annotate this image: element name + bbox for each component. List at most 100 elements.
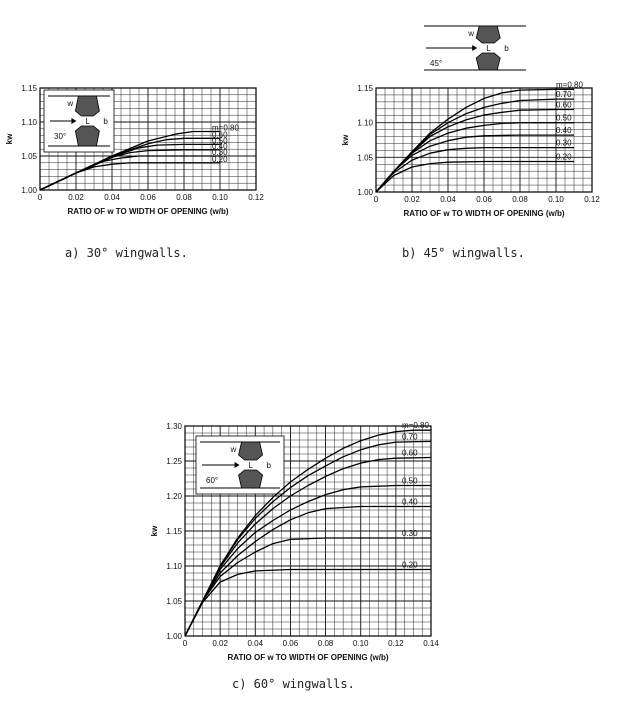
chart-c-series-label: 0.40	[402, 498, 418, 507]
chart-b-plot: 0 0.02 0.04 0.06 0.08 0.10 0.12 1.00 1.05 1.10 1.1…	[341, 20, 600, 218]
chart-panel-a: 0 0.02 0.04 0.06 0.08 0.10 0.12 1.00 1.05 1.10 1.1…	[0, 0, 310, 270]
chart-c-series-label: 0.50	[402, 477, 418, 486]
chart-b-caption: b) 45° wingwalls.	[402, 246, 525, 260]
chart-b-series-line	[375, 134, 574, 193]
chart-b-ytick-label: 1.10	[357, 119, 373, 128]
chart-a-inset-b: b	[103, 117, 108, 126]
chart-a-series-label: 0.30	[212, 148, 228, 157]
chart-c-ytick-label: 1.10	[166, 562, 182, 571]
chart-panel-c: 0 0.02 0.04 0.06 0.08 0.10 0.12 0.14 1.00 1.05 1.1…	[0, 405, 621, 721]
chart-b-frame	[375, 87, 593, 193]
chart-c-xtick-label: 0.04	[247, 639, 263, 648]
chart-c-inset-angle: 60°	[206, 476, 218, 485]
chart-c-ylabel: kw	[150, 525, 159, 536]
chart-b-inset-L: L	[486, 44, 491, 53]
chart-a-series-label: 0.20	[212, 155, 228, 164]
chart-c-inset-b: b	[267, 461, 272, 470]
chart-panel-b: 0 0.02 0.04 0.06 0.08 0.10 0.12 1.00 1.05 1.10 1.1…	[310, 0, 621, 270]
chart-c-series-label: 0.60	[402, 449, 418, 458]
chart-c-series-line	[184, 440, 432, 637]
chart-b-inset-pier-bottom	[475, 52, 501, 71]
chart-b-xtick-label: 0.04	[440, 195, 456, 204]
chart-c-series-line	[184, 505, 431, 637]
chart-b-inset-b: b	[504, 44, 509, 53]
chart-b-series: m=0.800.700.60 0.50 0.40 0.30 0.20	[375, 80, 583, 193]
chart-b-series-label: 0.60	[556, 100, 572, 109]
chart-a-xtick-label: 0.04	[104, 193, 120, 202]
chart-b-series-label: 0.50	[556, 114, 572, 123]
chart-a-xtick-label: 0.12	[248, 193, 264, 202]
chart-c-xtick-label: 0.12	[388, 639, 404, 648]
chart-b-inset-angle: 45°	[430, 59, 442, 68]
chart-a-series-line	[39, 162, 220, 191]
chart-b-inset-pier-top	[475, 25, 501, 44]
chart-b-series-label: m=0.80	[556, 80, 583, 89]
chart-a-ylabel: kw	[5, 133, 14, 144]
chart-b-ytick-label: 1.15	[357, 84, 373, 93]
chart-b-series-line	[375, 122, 574, 193]
chart-c-xlabel: RATIO OF w TO WIDTH OF OPENING (w/b)	[227, 653, 388, 662]
chart-c-series-line	[184, 568, 431, 637]
chart-a-series-label: 0.50	[212, 136, 228, 145]
chart-b-xtick-label: 0.08	[512, 195, 528, 204]
chart-c-inset-arrowhead	[234, 462, 240, 468]
chart-c-series-label: m=0.80	[402, 421, 429, 430]
chart-b-series-line	[375, 146, 574, 193]
chart-b-series-label: 0.20	[556, 152, 572, 161]
chart-c-inset-w: w	[230, 445, 237, 454]
chart-b-inset: 45° w L b	[420, 20, 530, 76]
chart-c-xtick-label: 0.02	[212, 639, 228, 648]
chart-b-xtick-label: 0.02	[404, 195, 420, 204]
chart-c-series: m=0.80 0.70 0.60 0.50 0.40 0.30 0.20	[184, 421, 432, 637]
chart-c-inset-pier-bottom	[238, 469, 264, 489]
chart-a-ytick-label: 1.10	[21, 118, 37, 127]
chart-a-frame	[39, 87, 257, 191]
chart-c-series-label: 0.20	[402, 561, 418, 570]
chart-c-xtick-label: 0.10	[353, 639, 369, 648]
chart-a-series-label: 0.40	[212, 142, 228, 151]
chart-c-series-label: 0.70	[402, 432, 418, 441]
chart-c-plot: 0 0.02 0.04 0.06 0.08 0.10 0.12 0.14 1.00 1.05 1.1…	[150, 421, 439, 662]
chart-a-series: m=0.800.600.500.400.300.20	[39, 124, 239, 191]
chart-a-xtick-label: 0.06	[140, 193, 156, 202]
chart-b-ytick-label: 1.00	[357, 188, 373, 197]
chart-c-series-line	[184, 484, 431, 637]
chart-a-inset: 30° w L b	[43, 89, 115, 153]
chart-c-inset-pier-top	[238, 441, 264, 461]
chart-a-inset-w: w	[66, 99, 73, 108]
chart-c-frame	[184, 425, 432, 637]
chart-a-inset-angle: 30°	[54, 132, 66, 141]
chart-c-inset: 60° w L b	[195, 435, 285, 495]
chart-b-inset-arrowhead	[472, 45, 478, 51]
chart-a-xtick-label: 0.02	[68, 193, 84, 202]
chart-c-ytick-label: 1.20	[166, 492, 182, 501]
chart-c-inset-L: L	[249, 461, 254, 470]
chart-a-inset-arrowhead	[71, 118, 77, 124]
chart-a-plot: 0 0.02 0.04 0.06 0.08 0.10 0.12 1.00 1.05 1.10 1.1…	[5, 84, 264, 216]
chart-b-inset-w: w	[467, 29, 474, 38]
chart-c-xtick-label: 0.06	[283, 639, 299, 648]
chart-a-xlabel: RATIO OF w TO WIDTH OF OPENING (w/b)	[67, 207, 228, 216]
chart-b-ytick-label: 1.05	[357, 153, 373, 162]
chart-b-xtick-label: 0.06	[476, 195, 492, 204]
chart-c-ytick-label: 1.30	[166, 422, 182, 431]
chart-b-series-line	[375, 160, 574, 193]
chart-a-series-label: m=0.80	[212, 124, 239, 133]
chart-b-xlabel: RATIO OF w TO WIDTH OF OPENING (w/b)	[403, 209, 564, 218]
chart-b-xtick-label: 0	[374, 195, 379, 204]
chart-a-xtick-label: 0.10	[212, 193, 228, 202]
chart-a-inset-L: L	[85, 117, 90, 126]
chart-c-series-line	[184, 537, 431, 637]
chart-c-ytick-label: 1.15	[166, 527, 182, 536]
chart-a-ytick-label: 1.00	[21, 186, 37, 195]
chart-b-series-label: 0.70	[556, 90, 572, 99]
chart-b-xtick-label: 0.12	[584, 195, 600, 204]
chart-a-inset-pier-top	[74, 95, 100, 117]
chart-c-xtick-label: 0.14	[423, 639, 439, 648]
chart-a-ytick-label: 1.15	[21, 84, 37, 93]
chart-c-xtick-label: 0.08	[318, 639, 334, 648]
chart-c-ytick-label: 1.00	[166, 632, 182, 641]
chart-b-xtick-label: 0.10	[548, 195, 564, 204]
chart-c-ytick-label: 1.25	[166, 457, 182, 466]
chart-a-series-label: 0.60	[212, 130, 228, 139]
